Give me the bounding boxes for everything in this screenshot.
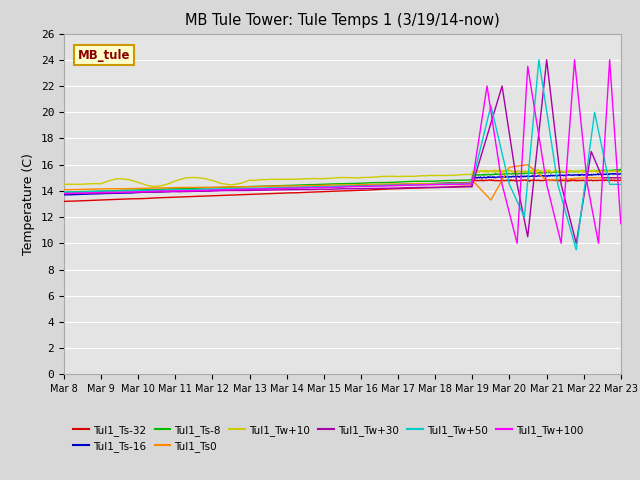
Text: MB_tule: MB_tule	[78, 49, 131, 62]
Legend: Tul1_Ts-32, Tul1_Ts-16, Tul1_Ts-8, Tul1_Ts0, Tul1_Tw+10, Tul1_Tw+30, Tul1_Tw+50,: Tul1_Ts-32, Tul1_Ts-16, Tul1_Ts-8, Tul1_…	[69, 420, 588, 456]
Title: MB Tule Tower: Tule Temps 1 (3/19/14-now): MB Tule Tower: Tule Temps 1 (3/19/14-now…	[185, 13, 500, 28]
Y-axis label: Temperature (C): Temperature (C)	[22, 153, 35, 255]
